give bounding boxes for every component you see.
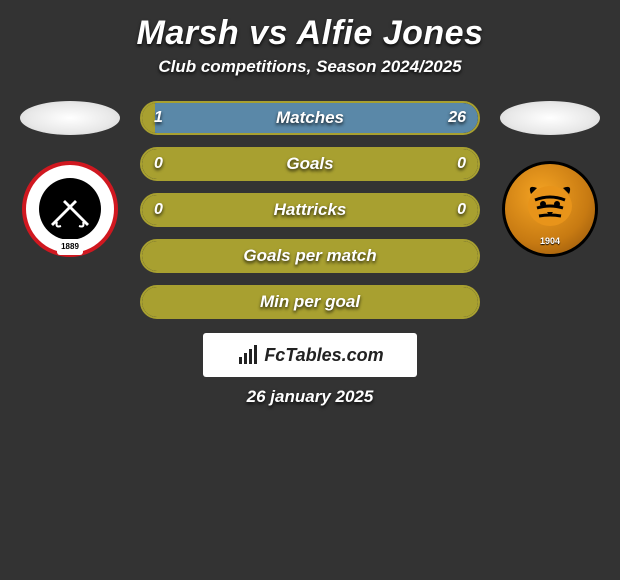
right-badge-year: 1904: [540, 236, 560, 246]
page-title: Marsh vs Alfie Jones: [0, 8, 620, 57]
swords-icon: [45, 184, 95, 234]
stat-row: Goals per match: [140, 239, 480, 273]
stat-label: Goals: [286, 154, 333, 174]
stat-label: Min per goal: [260, 292, 360, 312]
left-badge-year: 1889: [57, 239, 83, 255]
left-team-badge: 1889: [22, 161, 118, 257]
stat-value-left: 1: [154, 109, 163, 127]
stat-value-right: 26: [448, 109, 466, 127]
stat-value-right: 0: [457, 201, 466, 219]
logo-text: FcTables.com: [264, 345, 383, 366]
right-team-badge: 1904: [502, 161, 598, 257]
stat-bars: Matches 1 26 Goals 0 0 Hattricks 0 0 Goals per ma…: [140, 101, 480, 319]
stat-row: Matches 1 26: [140, 101, 480, 135]
right-player-silhouette: [500, 101, 600, 135]
chart-icon: [236, 343, 260, 367]
badge-inner: [39, 178, 101, 240]
left-side: 1889: [20, 101, 120, 257]
comparison-card: Marsh vs Alfie Jones Club competitions, …: [0, 0, 620, 407]
subtitle: Club competitions, Season 2024/2025: [0, 57, 620, 77]
tiger-icon: [515, 174, 585, 244]
stat-row: Goals 0 0: [140, 147, 480, 181]
comparison-body: 1889 Matches 1 26 Goals 0 0 Hattricks 0 0 Goals p…: [0, 101, 620, 319]
stat-row: Hattricks 0 0: [140, 193, 480, 227]
right-side: 1904: [500, 101, 600, 257]
stat-value-left: 0: [154, 155, 163, 173]
left-player-silhouette: [20, 101, 120, 135]
stat-value-right: 0: [457, 155, 466, 173]
stat-label: Goals per match: [243, 246, 376, 266]
stat-label: Matches: [276, 108, 344, 128]
stat-row: Min per goal: [140, 285, 480, 319]
stat-label: Hattricks: [274, 200, 347, 220]
stat-value-left: 0: [154, 201, 163, 219]
fctables-logo[interactable]: FcTables.com: [203, 333, 417, 377]
date-label: 26 january 2025: [0, 387, 620, 407]
